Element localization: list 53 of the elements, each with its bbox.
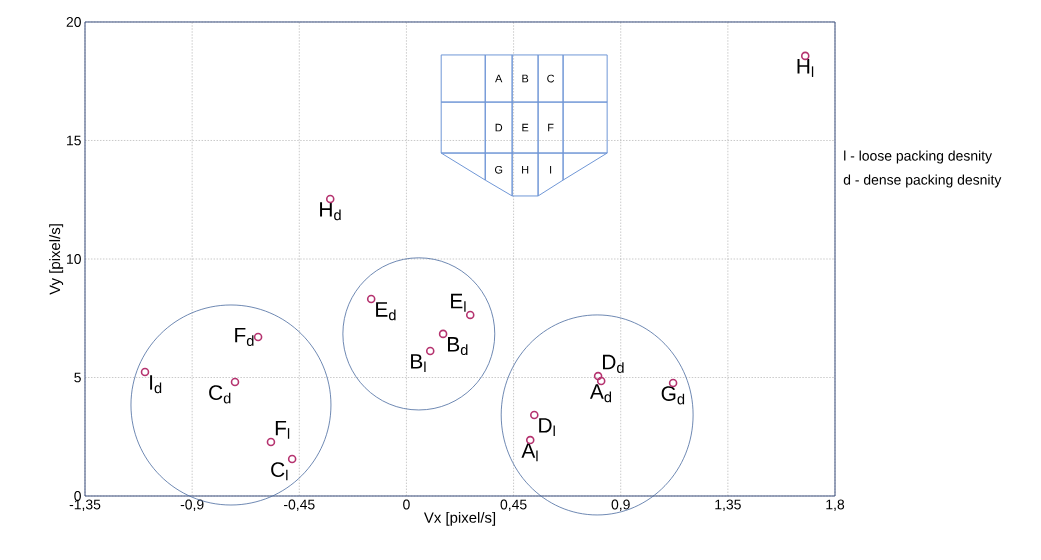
annotation: A <box>495 74 503 83</box>
text: d - dense packing desnity <box>843 174 1002 188</box>
annotation: F$_{d}$ <box>235 327 254 346</box>
annotation: D$_{l}$ <box>539 418 555 437</box>
x-tick-label: 0,45 <box>500 499 527 512</box>
annotation: A$_{l}$ <box>521 443 538 462</box>
y-tick-label: 15 <box>67 135 81 146</box>
annotation: F <box>548 123 554 132</box>
y-tick-label: 0 <box>74 491 81 501</box>
annotation: D <box>495 123 503 132</box>
point <box>438 329 448 339</box>
point <box>530 410 539 420</box>
annotation: I$_{d}$ <box>150 375 162 394</box>
annotation: H$_{l}$ <box>797 59 814 77</box>
x-tick-label: 0,9 <box>611 499 630 512</box>
y-tick-label: 5 <box>74 372 81 383</box>
annotation: C <box>547 74 555 83</box>
annotation: A$_{d}$ <box>589 384 612 403</box>
annotation: H$_{d}$ <box>320 202 341 221</box>
x-tick-label: -0,9 <box>180 499 204 512</box>
annotation: G <box>494 165 503 174</box>
point <box>230 377 240 387</box>
x-axis-title: Vx [pixel/s] <box>423 511 496 526</box>
annotation: E$_{d}$ <box>376 302 396 321</box>
x-tick-label: -0,45 <box>284 499 315 512</box>
annotation: E <box>522 123 529 132</box>
x-tick-label: -1,35 <box>69 499 101 512</box>
text: l - loose packing desnity <box>844 150 993 164</box>
y-axis-title: Vy [pixel/s] <box>49 224 64 295</box>
point <box>266 437 276 447</box>
x-tick-label: 0 <box>403 499 410 510</box>
x-tick-label: 1,35 <box>715 499 741 512</box>
annotation: B$_{l}$ <box>411 354 426 373</box>
point <box>593 371 603 381</box>
point <box>140 367 150 377</box>
annotation: I <box>550 166 552 174</box>
x-tick-label: 1,8 <box>826 499 845 512</box>
annotation: B$_{d}$ <box>448 337 468 356</box>
point <box>253 332 263 342</box>
y-tick-label: 20 <box>66 17 81 27</box>
annotation: C$_{l}$ <box>271 462 288 481</box>
annotation: D$_{d}$ <box>603 354 624 373</box>
point <box>366 294 376 304</box>
y-tick-label: 10 <box>67 254 81 264</box>
point <box>425 346 435 356</box>
point <box>465 310 475 320</box>
annotation: G$_{d}$ <box>661 386 685 405</box>
annotation: C$_{d}$ <box>209 385 231 404</box>
point <box>287 454 297 464</box>
annotation: E$_{l}$ <box>451 293 466 312</box>
annotation: H <box>522 166 529 174</box>
annotation: B <box>522 74 529 83</box>
annotation: F$_{l}$ <box>275 420 290 439</box>
